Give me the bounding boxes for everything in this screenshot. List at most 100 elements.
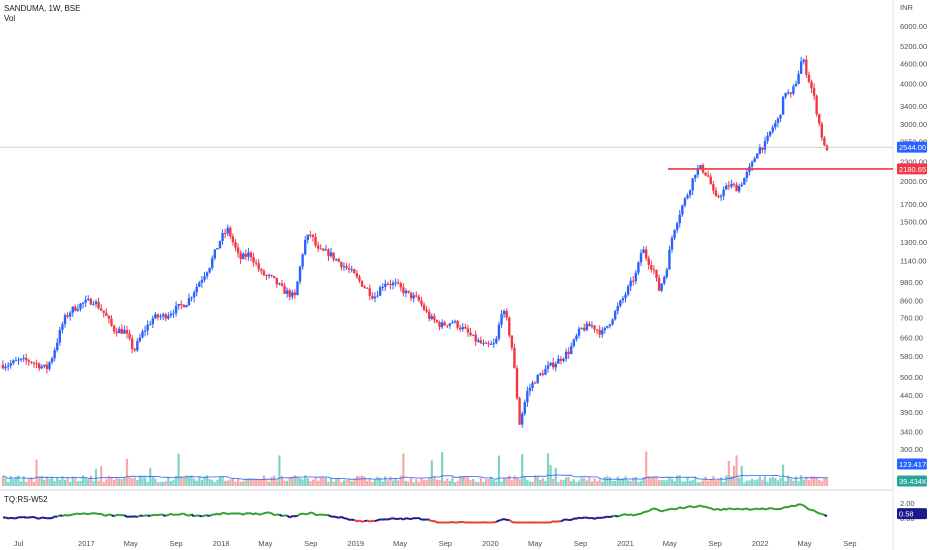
volume-bar [76,481,80,486]
volume-bar [572,479,575,486]
candle-body [779,114,782,119]
candle-body [536,374,539,383]
volume-bar [709,479,712,486]
price-tick-label: 3000.00 [900,120,927,129]
volume-bar [701,480,705,486]
candle-body [151,318,155,325]
volume-bar [32,481,36,486]
candle-body [732,183,736,185]
candle-body [309,234,312,236]
candle-body [539,373,542,375]
volume-bar [430,460,433,486]
candle-body [528,388,532,391]
volume-bar [22,476,25,486]
rs-segment [731,507,735,511]
rs-segment [162,514,167,517]
rs-segment [759,507,763,511]
candle-body [172,313,175,315]
candle-body [735,184,738,192]
volume-bar [750,478,754,486]
rs-segment [250,512,254,516]
rs-segment [136,514,141,518]
volume-bar [781,464,785,486]
candle-body [169,313,173,316]
volume-bar [306,478,309,486]
volume-bar [727,460,730,486]
candle-body [68,312,72,317]
volume-bar [448,480,451,486]
volume-bar [195,480,198,486]
volume-bar [50,477,54,486]
candle-body [500,314,503,325]
candle-body [412,295,415,299]
time-tick-label: May [528,539,542,548]
candle-body [345,266,348,269]
volume-bar [198,477,201,486]
candle-body [159,316,162,318]
rs-segment [493,520,497,524]
rs-segment [387,517,391,521]
rs-segment [552,520,556,523]
rs-segment [410,517,415,521]
candle-body [298,266,302,282]
volume-bar [373,479,377,486]
candle-body [644,249,648,259]
volume-bar [792,480,795,486]
volume-bar [495,481,498,486]
volume-bar [69,481,72,486]
price-tick-label: 760.00 [900,314,923,323]
rs-segment [165,513,169,517]
volume-bar [348,478,351,486]
rs-segment [157,513,161,517]
price-tick-label: 440.00 [900,391,923,400]
candle-body [458,327,462,330]
volume-bar [309,481,312,486]
volume-bar [683,481,687,486]
candle-body [76,309,80,311]
candle-body [781,96,785,115]
candle-body [435,320,439,323]
rs-segment [87,512,92,516]
volume-bar [425,480,428,486]
volume-bar [128,476,131,486]
volume-bar [391,480,395,486]
volume-bar [704,476,707,486]
candle-body [513,347,516,369]
candle-body [316,245,320,249]
volume-bar [58,479,61,486]
price-tick-label: 5200.00 [900,42,927,51]
candle-body [146,324,149,331]
volume-bar [102,482,105,486]
candle-body [229,227,232,237]
rs-segment [15,516,19,520]
rs-segment [495,519,500,523]
candle-body [71,306,74,313]
rs-segment [188,513,193,517]
time-tick-label: 2020 [482,539,499,548]
volume-bar [350,481,353,486]
volume-bar [696,482,699,486]
volume-bar [200,479,203,486]
candle-body [487,343,490,345]
price-tick-label: 6000.00 [900,22,927,31]
rs-segment [586,516,590,520]
volume-bar [278,455,281,486]
volume-bar [717,478,720,486]
candle-body [136,341,139,351]
rs-segment [353,519,358,523]
candle-body [686,195,689,199]
rs-segment [149,514,154,517]
candle-body [502,310,506,315]
volume-bar [707,480,710,486]
candle-body [32,362,36,364]
volume-bar [208,479,211,486]
volume-bar [81,475,85,486]
volume-bar [805,476,808,486]
rs-segment [359,519,363,523]
candle-body [190,297,193,299]
candle-body [430,316,433,319]
candle-body [673,229,676,238]
volume-bar [301,479,304,486]
rs-segment [217,512,221,516]
